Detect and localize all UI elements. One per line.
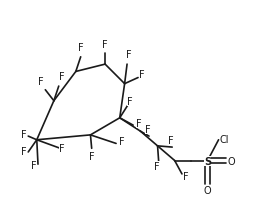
- Text: F: F: [145, 124, 150, 134]
- Text: F: F: [78, 43, 83, 53]
- Text: Cl: Cl: [220, 134, 229, 144]
- Text: F: F: [59, 72, 64, 82]
- Text: F: F: [119, 136, 124, 146]
- Text: F: F: [102, 40, 108, 50]
- Text: F: F: [21, 146, 27, 156]
- Text: S: S: [204, 156, 211, 166]
- Text: F: F: [59, 144, 65, 154]
- Text: O: O: [204, 185, 211, 195]
- Text: F: F: [89, 151, 95, 161]
- Text: F: F: [183, 172, 189, 182]
- Text: F: F: [136, 118, 141, 128]
- Text: F: F: [31, 161, 37, 171]
- Text: F: F: [39, 77, 44, 87]
- Text: F: F: [154, 161, 160, 171]
- Text: F: F: [127, 96, 133, 106]
- Text: F: F: [139, 70, 145, 79]
- Text: F: F: [126, 50, 132, 60]
- Text: F: F: [21, 129, 27, 139]
- Text: O: O: [227, 156, 235, 166]
- Text: F: F: [168, 135, 174, 145]
